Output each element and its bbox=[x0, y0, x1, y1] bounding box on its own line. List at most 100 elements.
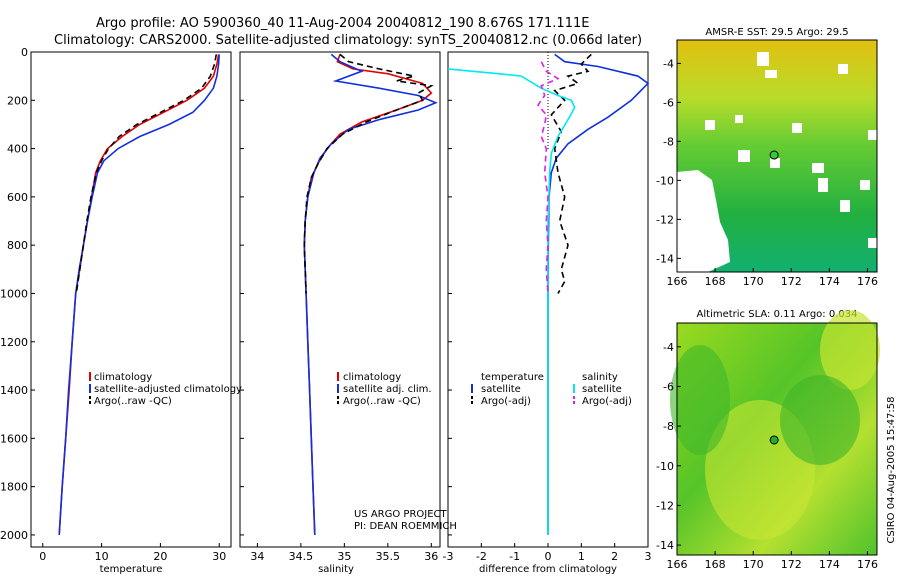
map-y-tick-label: -4 bbox=[663, 341, 674, 354]
title-line-2: Climatology: CARS2000. Satellite-adjuste… bbox=[54, 33, 642, 48]
map-x-tick-label: 166 bbox=[667, 275, 688, 288]
map-y-tick-label: -6 bbox=[663, 96, 674, 109]
pi-credit: PI: DEAN ROEMMICH bbox=[354, 521, 457, 532]
y-tick-label: 200 bbox=[7, 94, 28, 107]
sst-argo-location-marker bbox=[769, 150, 779, 160]
temperature-xlabel: temperature bbox=[100, 564, 163, 575]
x-tick-label: 2 bbox=[611, 550, 618, 563]
salinity-xlabel: salinity bbox=[318, 564, 354, 575]
map-y-tick-label: -4 bbox=[663, 57, 674, 70]
x-tick-label: 20 bbox=[153, 550, 167, 563]
series-argo-raw-qc- bbox=[75, 54, 218, 294]
series-argo-raw-qc- bbox=[303, 53, 434, 294]
map-x-tick-label: 168 bbox=[705, 558, 726, 571]
map-x-tick-label: 174 bbox=[819, 275, 840, 288]
series-satellite-adjusted-climatology bbox=[58, 54, 220, 535]
x-tick-label: 35.5 bbox=[376, 550, 401, 563]
map-x-tick-label: 172 bbox=[781, 558, 802, 571]
legend-temp-argo-label: Argo(-adj) bbox=[481, 396, 531, 407]
map-y-tick-label: -12 bbox=[656, 499, 674, 512]
map-y-tick-label: -14 bbox=[656, 539, 674, 552]
map-x-tick-label: 170 bbox=[743, 275, 764, 288]
map-y-tick-label: -10 bbox=[656, 460, 674, 473]
salinity-panel: 34 34.5 35 35.5 36 salinity climatology sate… bbox=[239, 51, 457, 575]
y-tick-label: 600 bbox=[7, 191, 28, 204]
x-tick-label: 30 bbox=[212, 550, 226, 563]
sst-map-title: AMSR-E SST: 29.5 Argo: 29.5 bbox=[705, 27, 848, 38]
legend-sal-argo-adj-label: Argo(-adj) bbox=[582, 396, 632, 407]
map-y-tick-label: -6 bbox=[663, 380, 674, 393]
x-tick-label: 10 bbox=[95, 550, 109, 563]
series-climatology bbox=[303, 54, 433, 535]
legend-argo-label: Argo(..raw -QC) bbox=[94, 396, 172, 407]
map-y-tick-label: -8 bbox=[663, 420, 674, 433]
project-credit: US ARGO PROJECT bbox=[354, 509, 448, 520]
temperature-frame bbox=[30, 51, 232, 548]
x-tick-label: 36 bbox=[424, 550, 438, 563]
x-tick-label: 3 bbox=[645, 550, 652, 563]
legend-temp-satellite-label: satellite bbox=[481, 384, 521, 395]
sla-map-frame bbox=[676, 322, 878, 556]
map-x-tick-label: 166 bbox=[667, 558, 688, 571]
sst-map-panel: AMSR-E SST: 29.5 Argo: 29.5 166 168 170 172… bbox=[656, 27, 878, 288]
series-salinity-satellite bbox=[447, 68, 576, 535]
x-tick-label: -3 bbox=[443, 550, 454, 563]
map-y-tick-label: -10 bbox=[656, 174, 674, 187]
sst-map-frame bbox=[676, 39, 878, 273]
y-tick-label: 2000 bbox=[0, 529, 28, 542]
map-x-tick-label: 168 bbox=[705, 275, 726, 288]
sla-map-title: Altimetric SLA: 0.11 Argo: 0.034 bbox=[697, 309, 858, 320]
y-tick-label: 800 bbox=[7, 239, 28, 252]
x-tick-label: -1 bbox=[509, 550, 520, 563]
legend-sal-satellite-label: satellite adj. clim. bbox=[343, 384, 432, 395]
y-tick-label: 1200 bbox=[0, 336, 28, 349]
legend-satellite-adjusted-label: satellite-adjusted climatology bbox=[94, 384, 242, 395]
series-temperature-satellite bbox=[547, 53, 650, 535]
map-y-tick-label: -8 bbox=[663, 135, 674, 148]
legend-salinity-title: salinity bbox=[582, 372, 618, 383]
map-y-tick-label: -12 bbox=[656, 213, 674, 226]
map-x-tick-label: 172 bbox=[781, 275, 802, 288]
y-tick-label: 1400 bbox=[0, 384, 28, 397]
legend-sal-climatology-label: climatology bbox=[343, 372, 401, 383]
difference-xlabel: difference from climatology bbox=[479, 564, 617, 575]
map-x-tick-label: 170 bbox=[743, 558, 764, 571]
map-y-tick-label: -14 bbox=[656, 252, 674, 265]
legend-sal-sat-label: satellite bbox=[582, 384, 622, 395]
sla-map-panel: Altimetric SLA: 0.11 Argo: 0.034 166 168 1… bbox=[656, 309, 880, 571]
map-x-tick-label: 176 bbox=[857, 558, 878, 571]
map-x-tick-label: 174 bbox=[819, 558, 840, 571]
y-tick-label: 1600 bbox=[0, 432, 28, 445]
y-tick-label: 0 bbox=[21, 46, 28, 59]
x-tick-label: -2 bbox=[476, 550, 487, 563]
series-salinity-argo-adj- bbox=[536, 61, 560, 294]
legend-sal-argo-label: Argo(..raw -QC) bbox=[343, 396, 421, 407]
difference-legend: temperature satellite Argo(-adj) salinit… bbox=[471, 372, 632, 407]
sst-missing-pixels bbox=[677, 52, 877, 272]
title-line-1: Argo profile: AO 5900360_40 11-Aug-2004 … bbox=[96, 16, 589, 31]
csiro-timestamp: CSIRO 04-Aug-2005 15:47:58 bbox=[886, 396, 897, 543]
temperature-panel: 0 10 20 30 0 200 400 600 800 1000 1200 1400 1600 1800… bbox=[0, 46, 242, 575]
salinity-frame bbox=[239, 51, 441, 548]
series-temperature-argo-adj- bbox=[550, 53, 592, 294]
sla-field-patches bbox=[670, 310, 880, 540]
y-tick-label: 1000 bbox=[0, 287, 28, 300]
x-tick-label: 0 bbox=[545, 550, 552, 563]
salinity-legend: climatology satellite adj. clim. Argo(..… bbox=[337, 372, 432, 407]
x-tick-label: 34 bbox=[250, 550, 264, 563]
legend-temperature-title: temperature bbox=[481, 372, 544, 383]
series-satellite-adj-clim- bbox=[303, 53, 438, 535]
temperature-legend: climatology satellite-adjusted climatolo… bbox=[89, 372, 242, 407]
x-tick-label: 34.5 bbox=[289, 550, 314, 563]
y-tick-label: 1800 bbox=[0, 481, 28, 494]
x-tick-label: 1 bbox=[578, 550, 585, 563]
series-climatology bbox=[58, 54, 220, 535]
x-tick-label: 35 bbox=[337, 550, 351, 563]
sla-argo-location-marker bbox=[769, 435, 779, 445]
difference-panel: -3 -2 -1 0 1 2 3 difference from climatology t… bbox=[443, 51, 652, 575]
y-tick-label: 400 bbox=[7, 143, 28, 156]
legend-climatology-label: climatology bbox=[94, 372, 152, 383]
map-x-tick-label: 176 bbox=[857, 275, 878, 288]
x-tick-label: 0 bbox=[39, 550, 46, 563]
